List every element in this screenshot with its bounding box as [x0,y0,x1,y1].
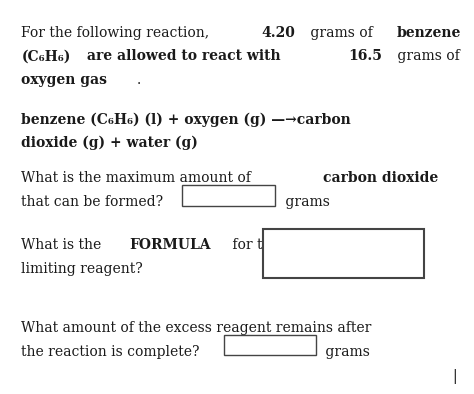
Text: benzene: benzene [396,26,461,40]
Text: carbon dioxide: carbon dioxide [323,171,438,186]
Text: grams of: grams of [393,49,460,63]
Text: grams of: grams of [306,26,377,40]
Text: limiting reagent?: limiting reagent? [21,262,143,276]
Text: For the following reaction,: For the following reaction, [21,26,214,40]
Text: grams: grams [321,345,370,359]
FancyBboxPatch shape [263,229,424,278]
FancyBboxPatch shape [224,335,316,355]
Text: are allowed to react with: are allowed to react with [82,49,285,63]
Text: 4.20: 4.20 [261,26,295,40]
Text: .: . [137,73,141,87]
Text: for the: for the [228,238,280,253]
Text: |: | [453,369,457,384]
Text: that can be formed?: that can be formed? [21,195,164,209]
Text: What is the maximum amount of: What is the maximum amount of [21,171,255,186]
Text: (C₆H₆): (C₆H₆) [21,49,71,63]
Text: the reaction is complete?: the reaction is complete? [21,345,200,359]
Text: 16.5: 16.5 [348,49,383,63]
Text: dioxide (g) + water (g): dioxide (g) + water (g) [21,136,198,151]
Text: grams: grams [281,195,329,209]
Text: benzene (C₆H₆) (l) + oxygen (g) —→carbon: benzene (C₆H₆) (l) + oxygen (g) —→carbon [21,112,351,127]
Text: oxygen gas: oxygen gas [21,73,107,87]
FancyBboxPatch shape [182,185,275,206]
Text: FORMULA: FORMULA [129,238,210,253]
Text: What amount of the excess reagent remains after: What amount of the excess reagent remain… [21,321,372,335]
Text: What is the: What is the [21,238,106,253]
